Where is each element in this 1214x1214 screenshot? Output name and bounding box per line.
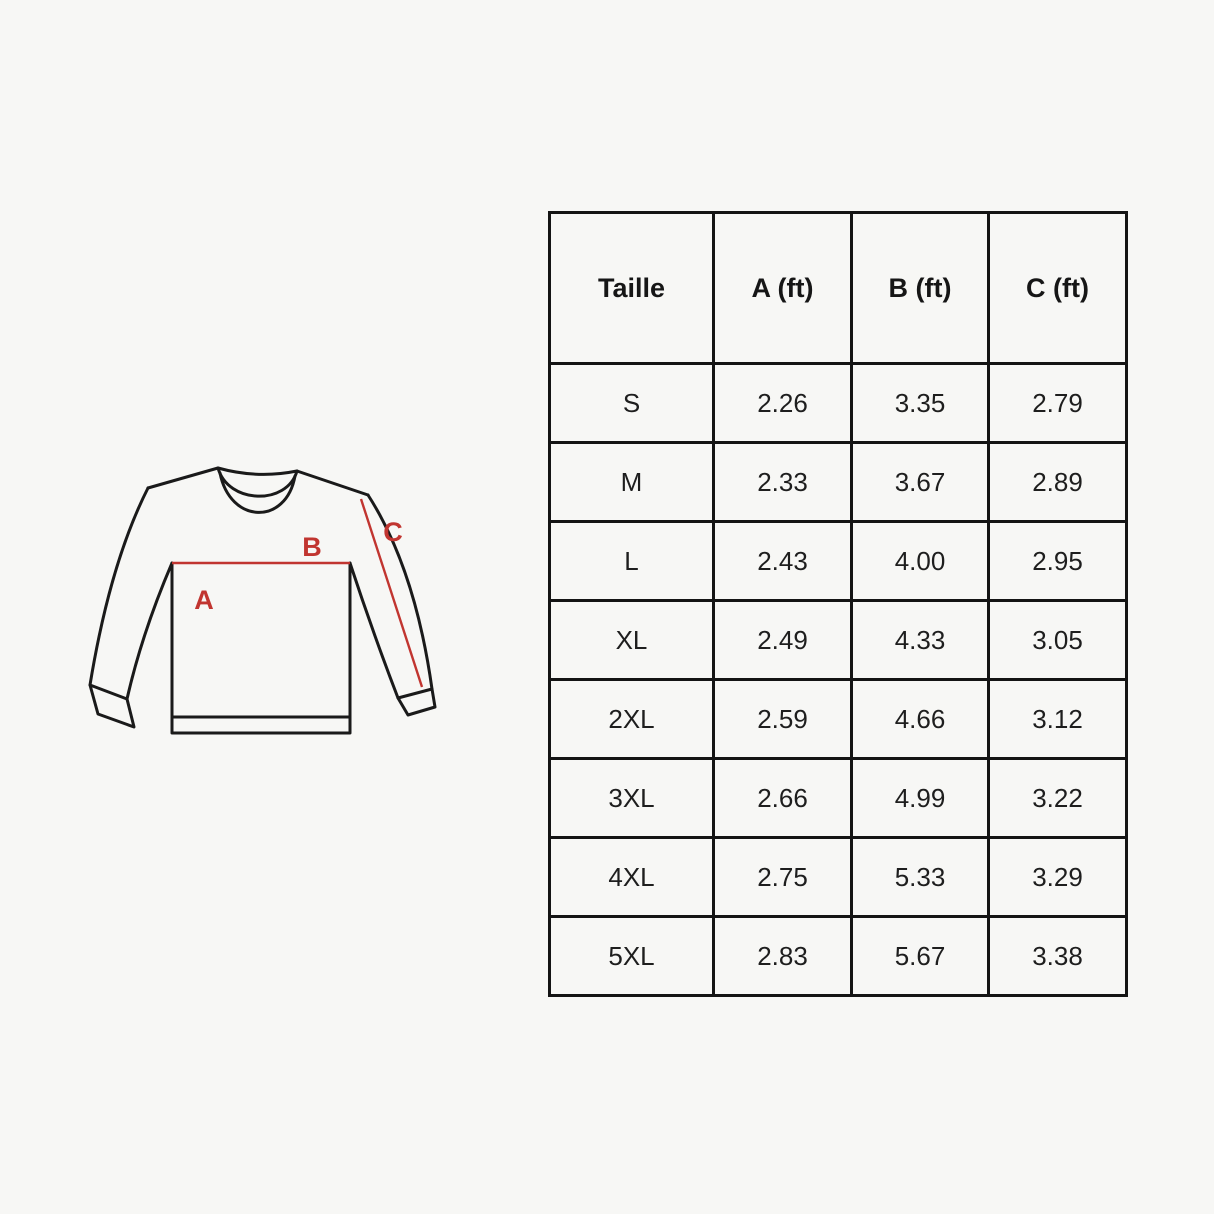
size-cell: 4XL (548, 836, 715, 918)
size-cell: M (548, 441, 715, 523)
value-cell: 2.33 (712, 441, 853, 523)
shirt-diagram-svg: A B C (88, 466, 437, 735)
value-cell: 2.49 (712, 599, 853, 681)
header-b-ft: B (ft) (850, 211, 990, 365)
value-cell: 2.89 (987, 441, 1128, 523)
header-taille: Taille (548, 211, 715, 365)
size-cell: 5XL (548, 915, 715, 997)
header-a-ft: A (ft) (712, 211, 853, 365)
value-cell: 5.67 (850, 915, 990, 997)
value-cell: 2.43 (712, 520, 853, 602)
shirt-body (170, 561, 352, 735)
table-row-xl: XL 2.49 4.33 3.05 (548, 599, 1128, 681)
measure-line-c (359, 498, 424, 688)
value-cell: 2.26 (712, 362, 853, 444)
measure-label-b: B (302, 532, 322, 562)
left-shoulder-line (146, 466, 220, 490)
value-cell: 3.38 (987, 915, 1128, 997)
value-cell: 5.33 (850, 836, 990, 918)
value-cell: 3.29 (987, 836, 1128, 918)
value-cell: 4.66 (850, 678, 990, 760)
table-row-s: S 2.26 3.35 2.79 (548, 362, 1128, 444)
value-cell: 3.12 (987, 678, 1128, 760)
measure-label-c: C (383, 517, 403, 547)
shirt-diagram: A B C (70, 448, 450, 768)
left-sleeve (88, 486, 174, 729)
value-cell: 3.67 (850, 441, 990, 523)
value-cell: 2.95 (987, 520, 1128, 602)
value-cell: 2.59 (712, 678, 853, 760)
value-cell: 2.83 (712, 915, 853, 997)
size-cell: S (548, 362, 715, 444)
value-cell: 4.00 (850, 520, 990, 602)
table-row-5xl: 5XL 2.83 5.67 3.38 (548, 915, 1128, 997)
table-row-4xl: 4XL 2.75 5.33 3.29 (548, 836, 1128, 918)
size-cell: 3XL (548, 757, 715, 839)
value-cell: 2.66 (712, 757, 853, 839)
right-sleeve (348, 493, 437, 717)
shirt-collar (216, 466, 299, 514)
size-table: Taille A (ft) B (ft) C (ft) S 2.26 3.35 … (548, 211, 1128, 997)
measure-label-a: A (194, 585, 214, 615)
value-cell: 2.79 (987, 362, 1128, 444)
value-cell: 4.33 (850, 599, 990, 681)
header-c-ft: C (ft) (987, 211, 1128, 365)
size-cell: 2XL (548, 678, 715, 760)
size-cell: L (548, 520, 715, 602)
size-cell: XL (548, 599, 715, 681)
value-cell: 2.75 (712, 836, 853, 918)
value-cell: 3.35 (850, 362, 990, 444)
value-cell: 4.99 (850, 757, 990, 839)
table-row-2xl: 2XL 2.59 4.66 3.12 (548, 678, 1128, 760)
value-cell: 3.05 (987, 599, 1128, 681)
table-row-3xl: 3XL 2.66 4.99 3.22 (548, 757, 1128, 839)
table-row-m: M 2.33 3.67 2.89 (548, 441, 1128, 523)
value-cell: 3.22 (987, 757, 1128, 839)
size-table-header-row: Taille A (ft) B (ft) C (ft) (548, 211, 1128, 365)
right-shoulder-line (295, 469, 370, 497)
table-row-l: L 2.43 4.00 2.95 (548, 520, 1128, 602)
